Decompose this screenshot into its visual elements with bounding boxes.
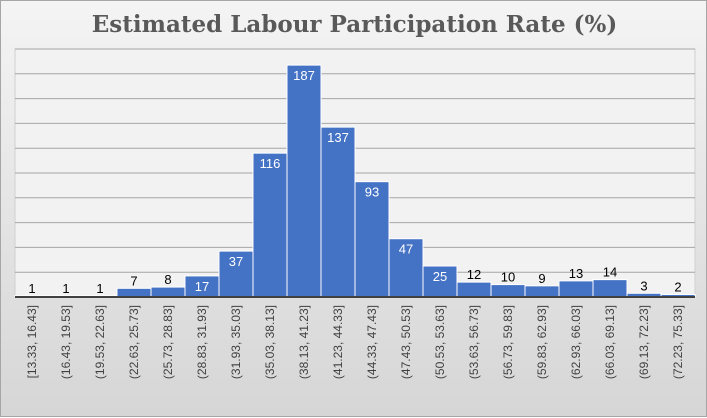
bar bbox=[422, 265, 458, 298]
x-tick-label: (22.63, 25.73] bbox=[127, 305, 141, 379]
data-label: 93 bbox=[365, 185, 379, 200]
data-label: 14 bbox=[603, 265, 617, 280]
bar bbox=[150, 286, 186, 298]
data-label: 187 bbox=[293, 68, 315, 83]
x-tick-label: (56.73, 59.83] bbox=[501, 305, 515, 379]
data-label: 1 bbox=[96, 281, 103, 296]
bars bbox=[14, 64, 696, 298]
data-label: 12 bbox=[467, 267, 481, 282]
bar bbox=[524, 285, 560, 298]
bar bbox=[558, 280, 594, 298]
x-tick-label: (66.03, 69.13] bbox=[603, 305, 617, 379]
bar bbox=[490, 284, 526, 298]
bar bbox=[218, 250, 254, 298]
bar bbox=[320, 126, 356, 298]
x-tick-label: (53.63, 56.73] bbox=[467, 305, 481, 379]
bar bbox=[252, 152, 288, 298]
data-label: 47 bbox=[399, 242, 413, 257]
x-tick-label: [13.33, 16.43] bbox=[25, 305, 39, 378]
x-tick-label: (62.93, 66.03] bbox=[569, 305, 583, 379]
data-label: 1 bbox=[28, 281, 35, 296]
x-tick-label: (35.03, 38.13] bbox=[263, 305, 277, 379]
chart-title: Estimated Labour Participation Rate (%) bbox=[91, 11, 618, 38]
x-tick-label: (69.13, 72.23] bbox=[637, 305, 651, 379]
data-label: 1 bbox=[62, 281, 69, 296]
data-label: 10 bbox=[501, 270, 515, 285]
data-label: 116 bbox=[260, 156, 281, 171]
x-tick-label: (72.23, 75.33] bbox=[671, 305, 685, 379]
data-label: 17 bbox=[195, 279, 209, 294]
data-label: 8 bbox=[164, 272, 171, 287]
x-tick-label: (28.83, 31.93] bbox=[195, 305, 209, 379]
x-tick-label: (25.73, 28.83] bbox=[161, 305, 175, 379]
data-label: 9 bbox=[538, 271, 545, 286]
x-tick-label: (44.33, 47.43] bbox=[365, 305, 379, 379]
x-tick-label: (16.43, 19.53] bbox=[59, 305, 73, 379]
bar bbox=[456, 281, 492, 298]
data-label: 37 bbox=[229, 254, 243, 269]
x-tick-label: (47.43, 50.53] bbox=[399, 305, 413, 379]
bar bbox=[388, 238, 424, 298]
x-tick-label: (50.53, 53.63] bbox=[433, 305, 447, 379]
bar bbox=[116, 287, 152, 298]
data-label: 7 bbox=[130, 273, 137, 288]
x-tick-label: (38.13, 41.23] bbox=[297, 305, 311, 379]
data-label: 137 bbox=[327, 130, 349, 145]
x-tick-label: (59.83, 62.93] bbox=[535, 305, 549, 379]
x-tick-label: (19.53, 22.63] bbox=[93, 305, 107, 379]
data-label: 25 bbox=[433, 269, 447, 284]
bar bbox=[592, 279, 628, 298]
data-label: 2 bbox=[674, 280, 681, 295]
data-label: 3 bbox=[640, 278, 647, 293]
data-label: 13 bbox=[569, 266, 583, 281]
x-tick-label: (41.23, 44.33] bbox=[331, 305, 345, 379]
bar bbox=[286, 64, 322, 298]
x-tick-label: (31.93, 35.03] bbox=[229, 305, 243, 379]
x-tick-labels: [13.33, 16.43] (16.43, 19.53] (19.53, 22.6… bbox=[25, 305, 685, 379]
